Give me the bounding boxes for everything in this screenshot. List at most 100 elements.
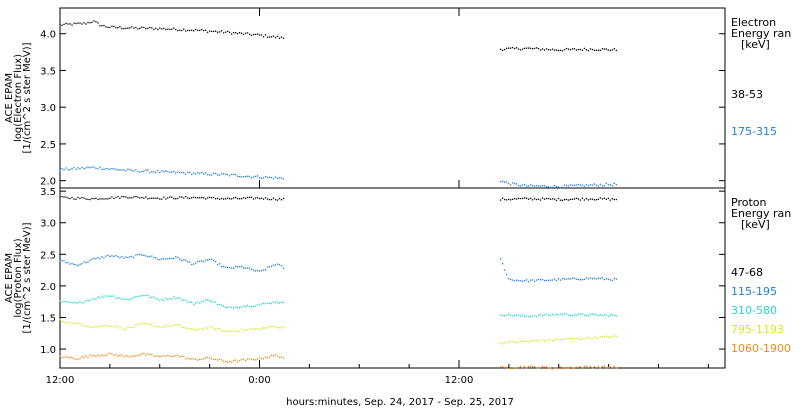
data-point (513, 47, 516, 50)
data-point (583, 47, 586, 50)
data-point (232, 31, 235, 34)
data-point (535, 340, 538, 342)
data-point (561, 186, 564, 189)
data-point (529, 340, 532, 342)
data-point (232, 173, 235, 176)
data-point (274, 176, 277, 178)
data-point (220, 330, 223, 332)
data-point (115, 26, 117, 29)
data-point (517, 341, 520, 343)
data-point (533, 198, 536, 200)
data-point (543, 314, 546, 316)
data-point (139, 27, 141, 29)
data-point (93, 326, 95, 328)
data-point (125, 196, 127, 198)
data-point (203, 300, 205, 302)
data-point (282, 357, 285, 359)
xtick-label: 12:00 (445, 375, 474, 386)
data-point (603, 278, 606, 281)
data-point (228, 267, 231, 269)
data-point (236, 361, 239, 363)
data-point (151, 296, 153, 298)
data-point (252, 328, 255, 331)
data-point (557, 338, 560, 341)
data-point (107, 295, 109, 297)
data-point (244, 267, 247, 269)
data-point (89, 259, 91, 262)
data-point (222, 305, 225, 308)
data-point (567, 185, 570, 187)
data-point (567, 199, 570, 201)
data-point (272, 326, 275, 328)
data-point (513, 280, 516, 282)
data-point (143, 323, 145, 325)
data-point (187, 29, 189, 32)
data-point (85, 198, 87, 200)
data-point (575, 184, 578, 186)
data-point (268, 176, 271, 178)
data-point (161, 327, 163, 329)
data-point (515, 183, 518, 185)
data-point (535, 315, 538, 318)
data-point (505, 314, 508, 316)
data-point (129, 356, 131, 358)
legend-1060-1900: 1060-1900 (731, 342, 791, 355)
data-point (563, 278, 566, 280)
data-point (274, 264, 277, 266)
data-point (262, 358, 265, 360)
data-point (83, 356, 85, 359)
data-point (155, 257, 157, 259)
data-point (117, 255, 119, 258)
proton-ytick-label: 3.5 (40, 187, 56, 198)
data-point (517, 48, 520, 50)
data-point (109, 197, 111, 199)
data-point (605, 182, 607, 185)
data-point (270, 198, 273, 201)
data-point (529, 279, 532, 281)
data-point (101, 168, 103, 171)
data-point (581, 184, 584, 186)
data-point (575, 337, 578, 339)
data-point (141, 322, 143, 324)
data-point (551, 368, 554, 370)
data-point (523, 183, 526, 186)
data-point (215, 301, 217, 303)
data-point (609, 279, 611, 281)
data-point (111, 25, 113, 27)
data-point (211, 30, 213, 33)
data-point (537, 278, 540, 281)
data-point (95, 197, 97, 199)
data-point (59, 319, 61, 321)
data-point (268, 266, 271, 268)
data-point (155, 27, 157, 29)
data-point (238, 266, 241, 268)
data-point (601, 336, 604, 338)
data-point (599, 367, 602, 369)
data-point (539, 340, 542, 343)
data-point (179, 324, 181, 326)
data-point (613, 365, 615, 368)
data-point (224, 198, 227, 200)
data-point (236, 266, 239, 268)
data-point (575, 314, 578, 316)
data-point (219, 328, 221, 330)
data-point (611, 367, 613, 369)
data-point (505, 199, 508, 201)
data-point (127, 168, 129, 171)
data-point (83, 197, 85, 199)
data-point (99, 166, 101, 169)
data-point (521, 184, 524, 186)
proton-panel-frame (59, 187, 726, 369)
data-point (607, 197, 609, 200)
data-point (103, 257, 105, 259)
data-point (545, 279, 548, 282)
data-point (159, 356, 161, 358)
electron-ytick-label: 3.5 (40, 66, 56, 77)
data-point (547, 279, 550, 281)
data-point (185, 327, 187, 329)
data-point (185, 358, 187, 360)
data-point (581, 279, 584, 281)
data-point (133, 196, 135, 198)
data-point (246, 304, 249, 306)
data-point (207, 299, 209, 301)
